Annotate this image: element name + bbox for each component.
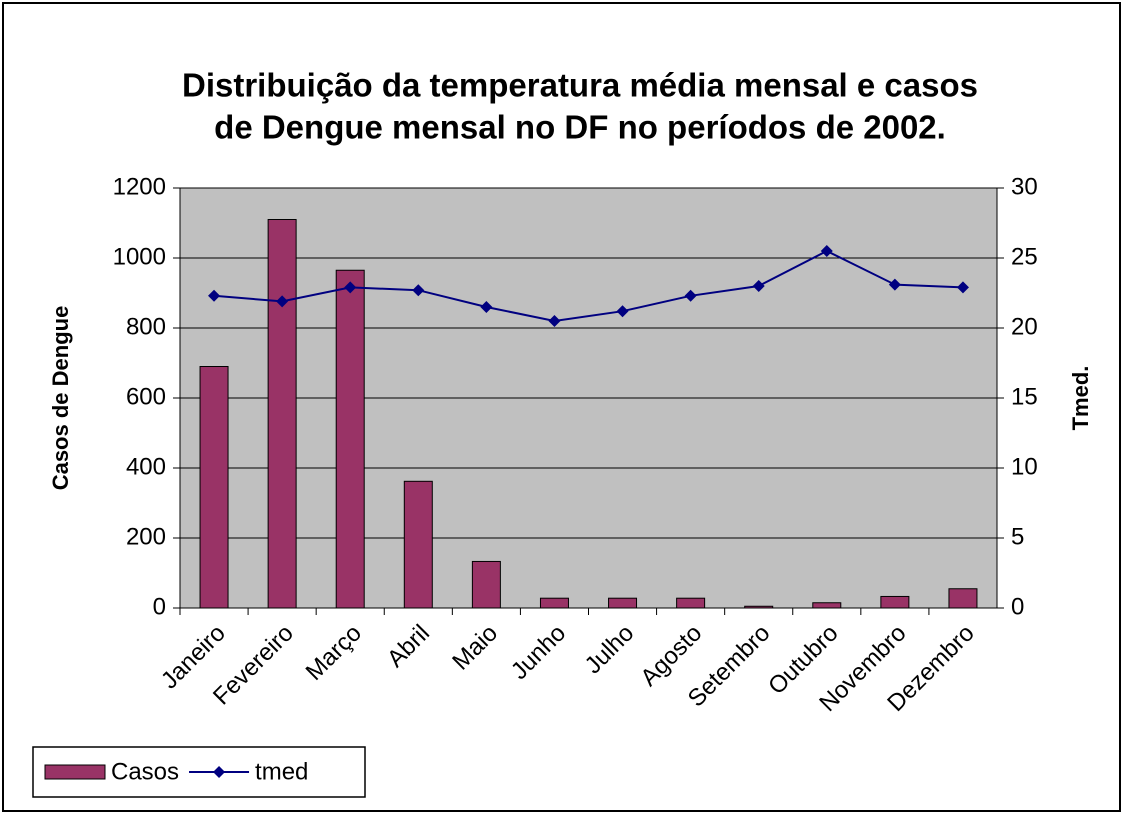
y-tick-label: 600	[126, 383, 166, 410]
line-marker	[888, 278, 901, 291]
bar	[676, 597, 706, 609]
legend-swatch	[213, 766, 226, 778]
line-marker	[276, 295, 289, 308]
y-tick-label: 400	[126, 453, 166, 480]
legend-swatch	[44, 764, 106, 780]
bar	[608, 597, 638, 609]
y2-tick-label: 25	[1011, 243, 1038, 270]
line-marker	[548, 315, 561, 327]
chart-title: Distribuição da temperatura média mensal…	[182, 67, 978, 104]
line-marker	[344, 281, 357, 294]
legend-label: tmed	[255, 758, 308, 785]
line-marker	[616, 305, 629, 318]
bar	[335, 269, 365, 609]
y-tick-label: 0	[153, 593, 166, 620]
line-marker	[820, 245, 833, 257]
bar	[199, 366, 229, 609]
bar	[471, 560, 501, 609]
y2-tick-label: 5	[1011, 523, 1024, 550]
y-tick-label: 200	[126, 523, 166, 550]
y2-tick-label: 20	[1011, 313, 1038, 340]
y2-tick-label: 15	[1011, 383, 1038, 410]
bar	[812, 602, 842, 609]
y2-axis-title: Tmed.	[1068, 366, 1093, 431]
y2-tick-label: 30	[1011, 173, 1038, 200]
y2-tick-label: 10	[1011, 453, 1038, 480]
chart-title: de Dengue mensal no DF no períodos de 20…	[214, 109, 946, 146]
bar	[948, 588, 978, 609]
y-tick-label: 1000	[113, 243, 166, 270]
line-marker	[412, 284, 425, 297]
line	[213, 249, 963, 323]
bar	[403, 480, 433, 609]
y-tick-label: 1200	[113, 173, 166, 200]
bar	[539, 597, 569, 609]
bar	[880, 595, 910, 609]
bar	[744, 605, 774, 609]
line-marker	[684, 289, 697, 302]
y2-tick-label: 0	[1011, 593, 1024, 620]
y-axis-title: Casos de Dengue	[48, 306, 73, 491]
line-marker	[956, 281, 969, 294]
line-marker	[208, 289, 221, 302]
line-marker	[752, 280, 765, 292]
bar	[267, 219, 297, 609]
line-marker	[480, 301, 493, 313]
legend-label: Casos	[111, 758, 179, 785]
y-tick-label: 800	[126, 313, 166, 340]
